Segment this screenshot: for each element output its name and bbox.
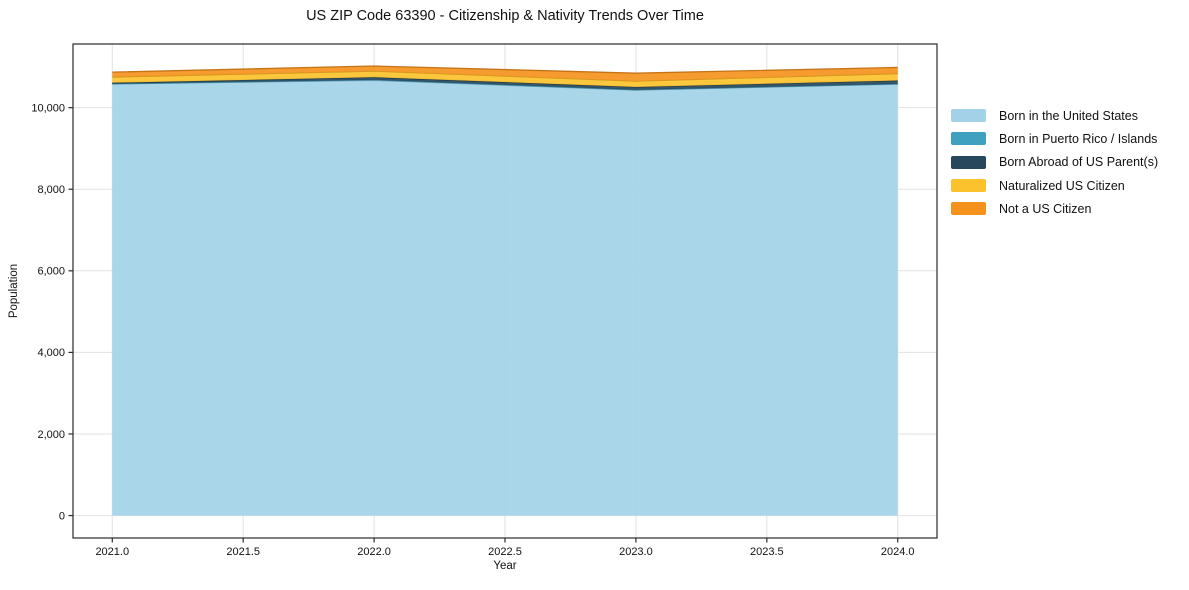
y-tick-label: 4,000 — [37, 347, 65, 359]
x-tick-label: 2021.5 — [226, 546, 260, 558]
legend-label: Not a US Citizen — [999, 201, 1092, 216]
legend-item-not-a-us-citizen: Not a US Citizen — [951, 197, 1158, 220]
legend-swatch — [951, 132, 986, 146]
legend-label: Born in the United States — [999, 108, 1138, 123]
y-axis-label: Population — [8, 263, 20, 319]
chart-title: US ZIP Code 63390 - Citizenship & Nativi… — [306, 8, 704, 24]
x-tick-label: 2023.5 — [750, 546, 784, 558]
y-tick-label: 8,000 — [37, 184, 65, 196]
legend: Born in the United States Born in Puerto … — [951, 104, 1158, 220]
x-axis: 2021.0 2021.5 2022.0 2022.5 2023.0 2023.5 2024… — [95, 538, 915, 558]
stacked-areas — [112, 65, 898, 516]
legend-item-born-in-the-united-states: Born in the United States — [951, 104, 1158, 127]
y-tick-label: 10,000 — [31, 102, 65, 114]
y-tick-label: 2,000 — [37, 429, 65, 441]
x-axis-label: Year — [493, 560, 517, 572]
area-edge-not-a-us-citizen — [112, 65, 898, 74]
legend-item-born-in-puerto-rico-islands: Born in Puerto Rico / Islands — [951, 127, 1158, 150]
legend-label: Born Abroad of US Parent(s) — [999, 155, 1159, 170]
legend-swatch — [951, 179, 986, 193]
x-tick-label: 2023.0 — [619, 546, 653, 558]
area-not-a-us-citizen — [112, 66, 898, 82]
area-born-abroad-of-us-parent-s — [112, 77, 898, 90]
y-tick-label: 0 — [59, 510, 65, 522]
area-born-in-the-united-states — [112, 80, 898, 516]
legend-label: Naturalized US Citizen — [999, 178, 1125, 193]
x-tick-label: 2021.0 — [95, 546, 129, 558]
legend-swatch — [951, 202, 986, 216]
area-naturalized-us-citizen — [112, 71, 898, 88]
legend-item-born-abroad-of-us-parent-s: Born Abroad of US Parent(s) — [951, 151, 1158, 174]
y-tick-label: 6,000 — [37, 266, 65, 278]
legend-swatch — [951, 109, 986, 123]
legend-swatch — [951, 155, 986, 169]
legend-item-naturalized-us-citizen: Naturalized US Citizen — [951, 174, 1158, 197]
x-tick-label: 2024.0 — [881, 546, 915, 558]
x-tick-label: 2022.5 — [488, 546, 522, 558]
x-tick-label: 2022.0 — [357, 546, 391, 558]
legend-label: Born in Puerto Rico / Islands — [999, 131, 1158, 146]
y-axis: 0 2,000 4,000 6,000 8,000 10,000 — [31, 102, 73, 522]
